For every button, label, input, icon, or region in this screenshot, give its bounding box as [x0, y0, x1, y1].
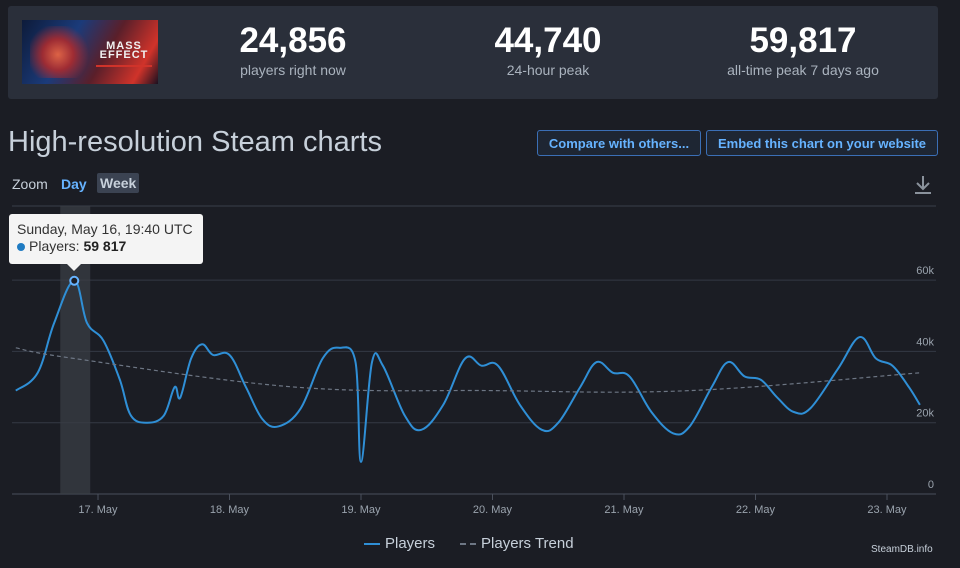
stat-value: 44,740: [494, 21, 602, 60]
x-axis-labels: 17. May 18. May 19. May 20. May 21. May 22. M…: [78, 504, 907, 516]
tooltip-date: Sunday, May 16, 19:40 UTC: [17, 221, 193, 237]
players-legend-icon: [364, 542, 380, 545]
banner-logo-underline: [96, 65, 152, 67]
stat-current-players: 24,856 players right now: [193, 21, 393, 79]
stats-bar: MASS EFFECT 24,856 players right now 44,…: [8, 6, 938, 99]
x-tick-label: 18. May: [210, 504, 250, 516]
legend-players[interactable]: Players: [385, 535, 436, 552]
stat-value: 24,856: [239, 21, 347, 60]
download-icon[interactable]: [912, 174, 934, 196]
stat-value: 59,817: [749, 21, 857, 60]
trend-legend-icon: [460, 542, 477, 545]
zoom-day-button[interactable]: Day: [61, 176, 87, 192]
chart-tooltip: Sunday, May 16, 19:40 UTC Players: 59 81…: [9, 214, 203, 271]
x-tick-label: 22. May: [736, 504, 776, 516]
y-tick-label: 0: [928, 479, 934, 491]
stat-label: players right now: [240, 62, 346, 78]
tooltip-series-label: Players:: [29, 238, 80, 254]
tooltip-value: 59 817: [83, 238, 127, 254]
x-tick-label: 19. May: [341, 504, 381, 516]
chart-legend: Players Players Trend: [364, 535, 574, 552]
x-tick-label: 23. May: [867, 504, 907, 516]
series-marker-icon: [17, 243, 25, 251]
zoom-week-button[interactable]: Week: [97, 173, 140, 193]
page-title: High-resolution Steam charts: [8, 126, 382, 158]
banner-art: [30, 26, 92, 78]
credit-link[interactable]: SteamDB.info: [871, 544, 933, 555]
players-trend-line: [15, 347, 920, 393]
y-axis-labels: 0 20k 40k 60k: [916, 265, 934, 491]
stat-24h-peak: 44,740 24-hour peak: [448, 21, 648, 79]
chart-grid: [12, 205, 936, 500]
y-tick-label: 20k: [916, 408, 934, 420]
tooltip-row: Players: 59 817: [17, 238, 195, 254]
zoom-label: Zoom: [12, 176, 48, 192]
x-tick-label: 21. May: [604, 504, 644, 516]
embed-chart-button[interactable]: Embed this chart on your website: [706, 130, 938, 156]
x-tick-label: 17. May: [78, 504, 118, 516]
legend-trend[interactable]: Players Trend: [481, 535, 574, 552]
series-layer: [15, 275, 921, 463]
stat-label: all-time peak 7 days ago: [727, 62, 879, 78]
banner-logo-text: MASS EFFECT: [99, 40, 149, 61]
players-line: [15, 279, 921, 463]
y-tick-label: 60k: [916, 265, 934, 277]
stat-label: 24-hour peak: [506, 62, 590, 78]
game-banner[interactable]: MASS EFFECT: [22, 20, 158, 84]
y-tick-label: 40k: [916, 336, 934, 348]
x-tick-label: 20. May: [473, 504, 513, 516]
stat-all-time-peak: 59,817 all-time peak 7 days ago: [703, 21, 903, 79]
compare-button[interactable]: Compare with others...: [537, 130, 701, 156]
highlight-point[interactable]: [69, 275, 80, 286]
